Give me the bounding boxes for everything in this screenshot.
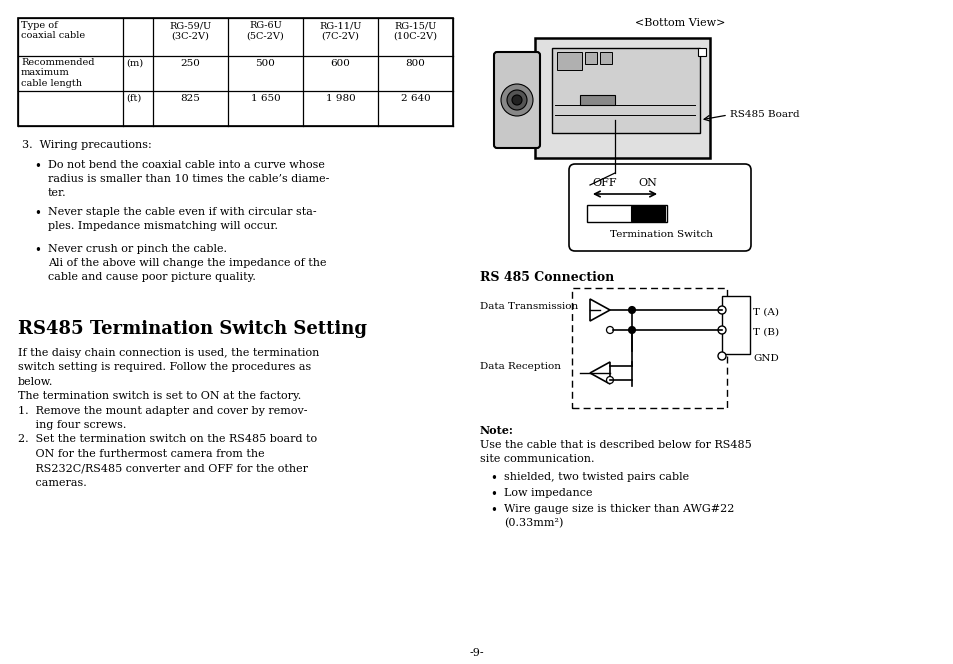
Text: 800: 800 — [405, 59, 425, 68]
Bar — [584, 52, 597, 64]
Text: RS 485 Connection: RS 485 Connection — [479, 271, 614, 284]
Text: •: • — [490, 504, 497, 517]
Text: 2 640: 2 640 — [400, 94, 430, 103]
Bar — [698, 48, 705, 56]
Polygon shape — [589, 299, 609, 321]
Circle shape — [628, 327, 635, 333]
Text: RS485 Termination Switch Setting: RS485 Termination Switch Setting — [18, 320, 367, 338]
Text: T (A): T (A) — [752, 308, 779, 317]
Text: 1 650: 1 650 — [251, 94, 280, 103]
Text: RG-11/U
(7C-2V): RG-11/U (7C-2V) — [319, 21, 361, 41]
Circle shape — [718, 352, 725, 360]
FancyBboxPatch shape — [494, 52, 539, 148]
Text: Termination Switch: Termination Switch — [610, 230, 713, 239]
Bar — [586, 205, 666, 222]
Text: ON: ON — [638, 178, 657, 188]
Text: RG-59/U
(3C-2V): RG-59/U (3C-2V) — [170, 21, 212, 41]
Bar — [552, 48, 700, 133]
Text: 500: 500 — [255, 59, 275, 68]
Circle shape — [718, 306, 725, 314]
Polygon shape — [589, 362, 609, 384]
Text: If the daisy chain connection is used, the termination
switch setting is require: If the daisy chain connection is used, t… — [18, 348, 319, 487]
Bar — [579, 95, 615, 105]
Text: Data Reception: Data Reception — [479, 362, 560, 371]
Text: •: • — [34, 244, 41, 257]
Text: 250: 250 — [180, 59, 200, 68]
Text: T (B): T (B) — [752, 328, 779, 337]
Text: Data Transmission: Data Transmission — [479, 302, 578, 311]
Text: 600: 600 — [331, 59, 350, 68]
Bar — [18, 18, 453, 126]
Text: OFF: OFF — [592, 178, 617, 188]
Bar — [572, 288, 726, 408]
Text: (ft): (ft) — [126, 94, 141, 103]
Bar — [535, 38, 709, 158]
Circle shape — [512, 95, 521, 105]
Text: Note:: Note: — [479, 425, 514, 436]
Text: •: • — [490, 472, 497, 485]
Text: Do not bend the coaxial cable into a curve whose
radius is smaller than 10 times: Do not bend the coaxial cable into a cur… — [48, 160, 329, 198]
Circle shape — [606, 376, 613, 384]
Text: <Bottom View>: <Bottom View> — [634, 18, 724, 28]
Text: 1 980: 1 980 — [325, 94, 355, 103]
Bar — [721, 296, 749, 354]
Circle shape — [506, 90, 526, 110]
Circle shape — [718, 326, 725, 334]
Text: Never crush or pinch the cable.
Ali of the above will change the impedance of th: Never crush or pinch the cable. Ali of t… — [48, 244, 326, 282]
Text: •: • — [34, 160, 41, 173]
Text: Recommended
maximum
cable length: Recommended maximum cable length — [21, 58, 94, 88]
Text: Never staple the cable even if with circular sta-
ples. Impedance mismatching wi: Never staple the cable even if with circ… — [48, 207, 316, 231]
Text: Type of
coaxial cable: Type of coaxial cable — [21, 21, 85, 41]
Text: Use the cable that is described below for RS485
site communication.: Use the cable that is described below fo… — [479, 440, 751, 464]
Circle shape — [606, 327, 613, 333]
Text: 825: 825 — [180, 94, 200, 103]
Circle shape — [500, 84, 533, 116]
Text: (m): (m) — [126, 59, 143, 68]
Text: -9-: -9- — [469, 648, 484, 658]
Bar — [599, 52, 612, 64]
Text: 3.  Wiring precautions:: 3. Wiring precautions: — [22, 140, 152, 150]
Circle shape — [628, 307, 635, 313]
Text: RG-6U
(5C-2V): RG-6U (5C-2V) — [247, 21, 284, 41]
Text: •: • — [34, 207, 41, 220]
Text: •: • — [490, 488, 497, 501]
Bar — [557, 52, 581, 70]
Text: RG-15/U
(10C-2V): RG-15/U (10C-2V) — [393, 21, 437, 41]
Bar — [630, 206, 664, 221]
Text: RS485 Board: RS485 Board — [729, 110, 799, 119]
Text: Low impedance: Low impedance — [503, 488, 592, 498]
Text: shielded, two twisted pairs cable: shielded, two twisted pairs cable — [503, 472, 688, 482]
Text: Wire gauge size is thicker than AWG#22
(0.33mm²): Wire gauge size is thicker than AWG#22 (… — [503, 504, 734, 529]
FancyBboxPatch shape — [568, 164, 750, 251]
Text: GND: GND — [752, 354, 778, 363]
